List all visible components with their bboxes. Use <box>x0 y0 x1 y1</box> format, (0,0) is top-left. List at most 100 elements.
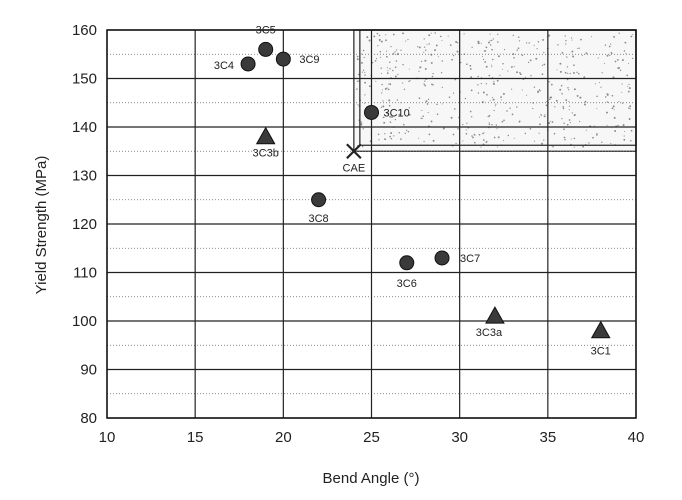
stipple-dot <box>403 88 406 91</box>
stipple-dot <box>554 106 556 108</box>
stipple-dot <box>617 124 619 127</box>
stipple-dot <box>596 95 598 97</box>
stipple-dot <box>442 127 445 130</box>
x-axis-title: Bend Angle (°) <box>323 470 420 487</box>
stipple-dot <box>573 88 576 91</box>
stipple-dot <box>628 87 631 90</box>
stipple-dot <box>628 83 630 86</box>
stipple-dot <box>434 49 436 52</box>
stipple-dot <box>570 138 572 140</box>
stipple-dot <box>624 41 627 44</box>
stipple-dot <box>598 82 601 84</box>
stipple-dot <box>513 57 515 59</box>
data-points: 3C5 3C4 3C9 3C10 3C3b CAE 3C8 3C6 3C7 3C3a 3C1 <box>214 24 611 357</box>
stipple-dot <box>568 100 570 102</box>
stipple-dot <box>533 44 535 46</box>
stipple-dot <box>532 107 534 110</box>
stipple-dot <box>388 104 391 107</box>
stipple-dot <box>394 75 397 78</box>
stipple-dot <box>628 107 630 109</box>
stipple-dot <box>469 110 472 113</box>
stipple-dot <box>400 49 402 51</box>
stipple-dot <box>629 105 632 108</box>
stipple-dot <box>489 33 491 35</box>
y-tick-label: 150 <box>72 71 97 88</box>
stipple-dot <box>486 93 488 96</box>
stipple-dot <box>525 94 528 96</box>
stipple-dot <box>509 107 511 109</box>
stipple-dot <box>484 50 487 52</box>
stipple-dot <box>364 94 366 96</box>
stipple-dot <box>496 146 499 148</box>
stipple-dot <box>362 128 364 130</box>
stipple-dot <box>539 123 541 126</box>
stipple-dot <box>525 42 528 44</box>
stipple-dot <box>533 86 536 88</box>
stipple-dot <box>438 56 439 58</box>
stipple-dot <box>435 44 438 47</box>
stipple-dot <box>614 130 617 132</box>
stipple-dot <box>577 47 579 50</box>
stipple-dot <box>423 38 425 40</box>
stipple-dot <box>423 140 425 143</box>
stipple-dot <box>394 51 396 53</box>
stipple-dot <box>540 113 542 115</box>
stipple-dot <box>364 71 366 73</box>
stipple-dot <box>420 60 423 63</box>
stipple-dot <box>398 113 401 116</box>
stipple-dot <box>572 55 575 58</box>
stipple-dot <box>386 72 389 74</box>
stipple-dot <box>432 72 434 75</box>
point-label: 3C7 <box>460 253 480 265</box>
stipple-dot <box>485 65 488 68</box>
stipple-dot <box>434 32 436 34</box>
stipple-dot <box>358 105 360 107</box>
stipple-dot <box>456 41 459 44</box>
stipple-dot <box>448 96 451 98</box>
stipple-dot <box>482 139 485 141</box>
stipple-dot <box>596 134 598 136</box>
stipple-dot <box>569 72 571 75</box>
stipple-dot <box>384 133 386 135</box>
stipple-dot <box>392 33 395 36</box>
stipple-dot <box>502 92 505 95</box>
stipple-dot <box>418 70 420 72</box>
stipple-dot <box>606 111 608 114</box>
stipple-dot <box>477 92 480 94</box>
stipple-dot <box>488 122 490 124</box>
stipple-dot <box>360 123 363 126</box>
stipple-dot <box>404 110 406 112</box>
stipple-dot <box>466 122 468 124</box>
stipple-dot <box>375 80 377 82</box>
stipple-dot <box>499 74 501 76</box>
stipple-dot <box>472 136 474 139</box>
stipple-dot <box>375 58 378 60</box>
stipple-dot <box>604 44 607 46</box>
stipple-dot <box>377 45 379 47</box>
stipple-dot <box>601 141 603 143</box>
stipple-dot <box>452 92 455 94</box>
stipple-dot <box>584 100 587 103</box>
stipple-dot <box>578 120 581 123</box>
stipple-dot <box>549 96 552 99</box>
stipple-dot <box>378 34 381 37</box>
stipple-dot <box>573 64 575 67</box>
stipple-dot <box>582 145 584 148</box>
stipple-dot <box>389 121 392 123</box>
stipple-dot <box>630 129 633 132</box>
stipple-dot <box>613 109 615 111</box>
stipple-dot <box>482 91 485 94</box>
stipple-dot <box>588 142 590 144</box>
x-tick-label: 20 <box>275 429 292 446</box>
stipple-dot <box>559 62 562 65</box>
stipple-dot <box>548 122 551 125</box>
stipple-dot <box>462 140 464 142</box>
point-label: 3C9 <box>299 54 319 66</box>
stipple-dot <box>623 50 626 52</box>
stipple-dot <box>425 49 427 51</box>
stipple-dot <box>386 50 388 52</box>
stipple-dot <box>495 124 498 126</box>
stipple-dot <box>474 141 476 144</box>
stipple-dot <box>389 61 391 63</box>
point-3c5 <box>258 41 274 57</box>
